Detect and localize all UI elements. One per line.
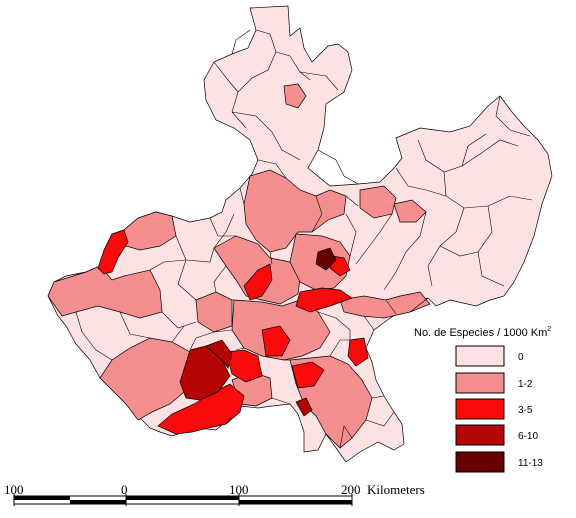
legend-swatch-1-2 xyxy=(455,372,505,394)
region-east-band xyxy=(339,291,431,319)
municipality-boundaries xyxy=(75,29,533,449)
legend-swatch-6-10 xyxy=(455,424,505,446)
scale-unit: Kilometers xyxy=(367,482,425,497)
legend: 0 1-2 3-5 6-10 11-13 xyxy=(455,345,543,473)
scale-label-200: 200 xyxy=(341,482,361,497)
legend-swatch-11-13 xyxy=(455,451,505,473)
region-center-band xyxy=(213,235,301,305)
region-gdl-west xyxy=(295,287,353,313)
region-south-center-b xyxy=(291,361,325,389)
region-southwest-coast xyxy=(157,383,245,435)
region-east-small xyxy=(393,199,427,223)
legend-label-0: 0 xyxy=(518,352,524,363)
legend-label-3-5: 3-5 xyxy=(518,405,533,416)
scale-bar-segment xyxy=(14,496,70,500)
scale-label-0: 0 xyxy=(121,482,128,497)
legend-label-1-2: 1-2 xyxy=(518,379,533,390)
legend-title: No. de Especies / 1000 Km2 xyxy=(414,326,551,339)
region-center-a xyxy=(243,263,273,301)
region-northwest-strip xyxy=(97,229,129,275)
legend-swatch-0 xyxy=(455,345,505,367)
scale-bar-segment xyxy=(126,496,239,500)
scale-label-100-left: 100 xyxy=(4,482,24,497)
region-max-density xyxy=(315,247,337,271)
legend-swatch-3-5 xyxy=(455,398,505,420)
legend-label-11-13: 11-13 xyxy=(518,458,543,469)
scale-bar-segment xyxy=(239,500,352,504)
legend-title-text: No. de Especies / 1000 Km xyxy=(414,327,547,339)
region-south-mid xyxy=(225,349,263,383)
region-south-east xyxy=(347,337,369,367)
class-3-5-regions xyxy=(97,229,369,435)
region-west-coast xyxy=(47,265,163,319)
class-11-13-regions xyxy=(315,247,337,271)
region-center-north xyxy=(243,169,347,253)
scale-label-100: 100 xyxy=(229,482,249,497)
legend-label-6-10: 6-10 xyxy=(518,431,538,442)
legend-title-superscript: 2 xyxy=(547,326,551,333)
region-south-small xyxy=(295,397,313,417)
region-lake xyxy=(261,325,291,357)
class-6-10-regions xyxy=(179,339,313,417)
region-north-small xyxy=(283,83,307,109)
scale-bar: 100 0 100 200 Kilometers xyxy=(4,482,425,506)
scale-bar-segment xyxy=(70,500,126,504)
region-sierra-b xyxy=(205,339,233,369)
